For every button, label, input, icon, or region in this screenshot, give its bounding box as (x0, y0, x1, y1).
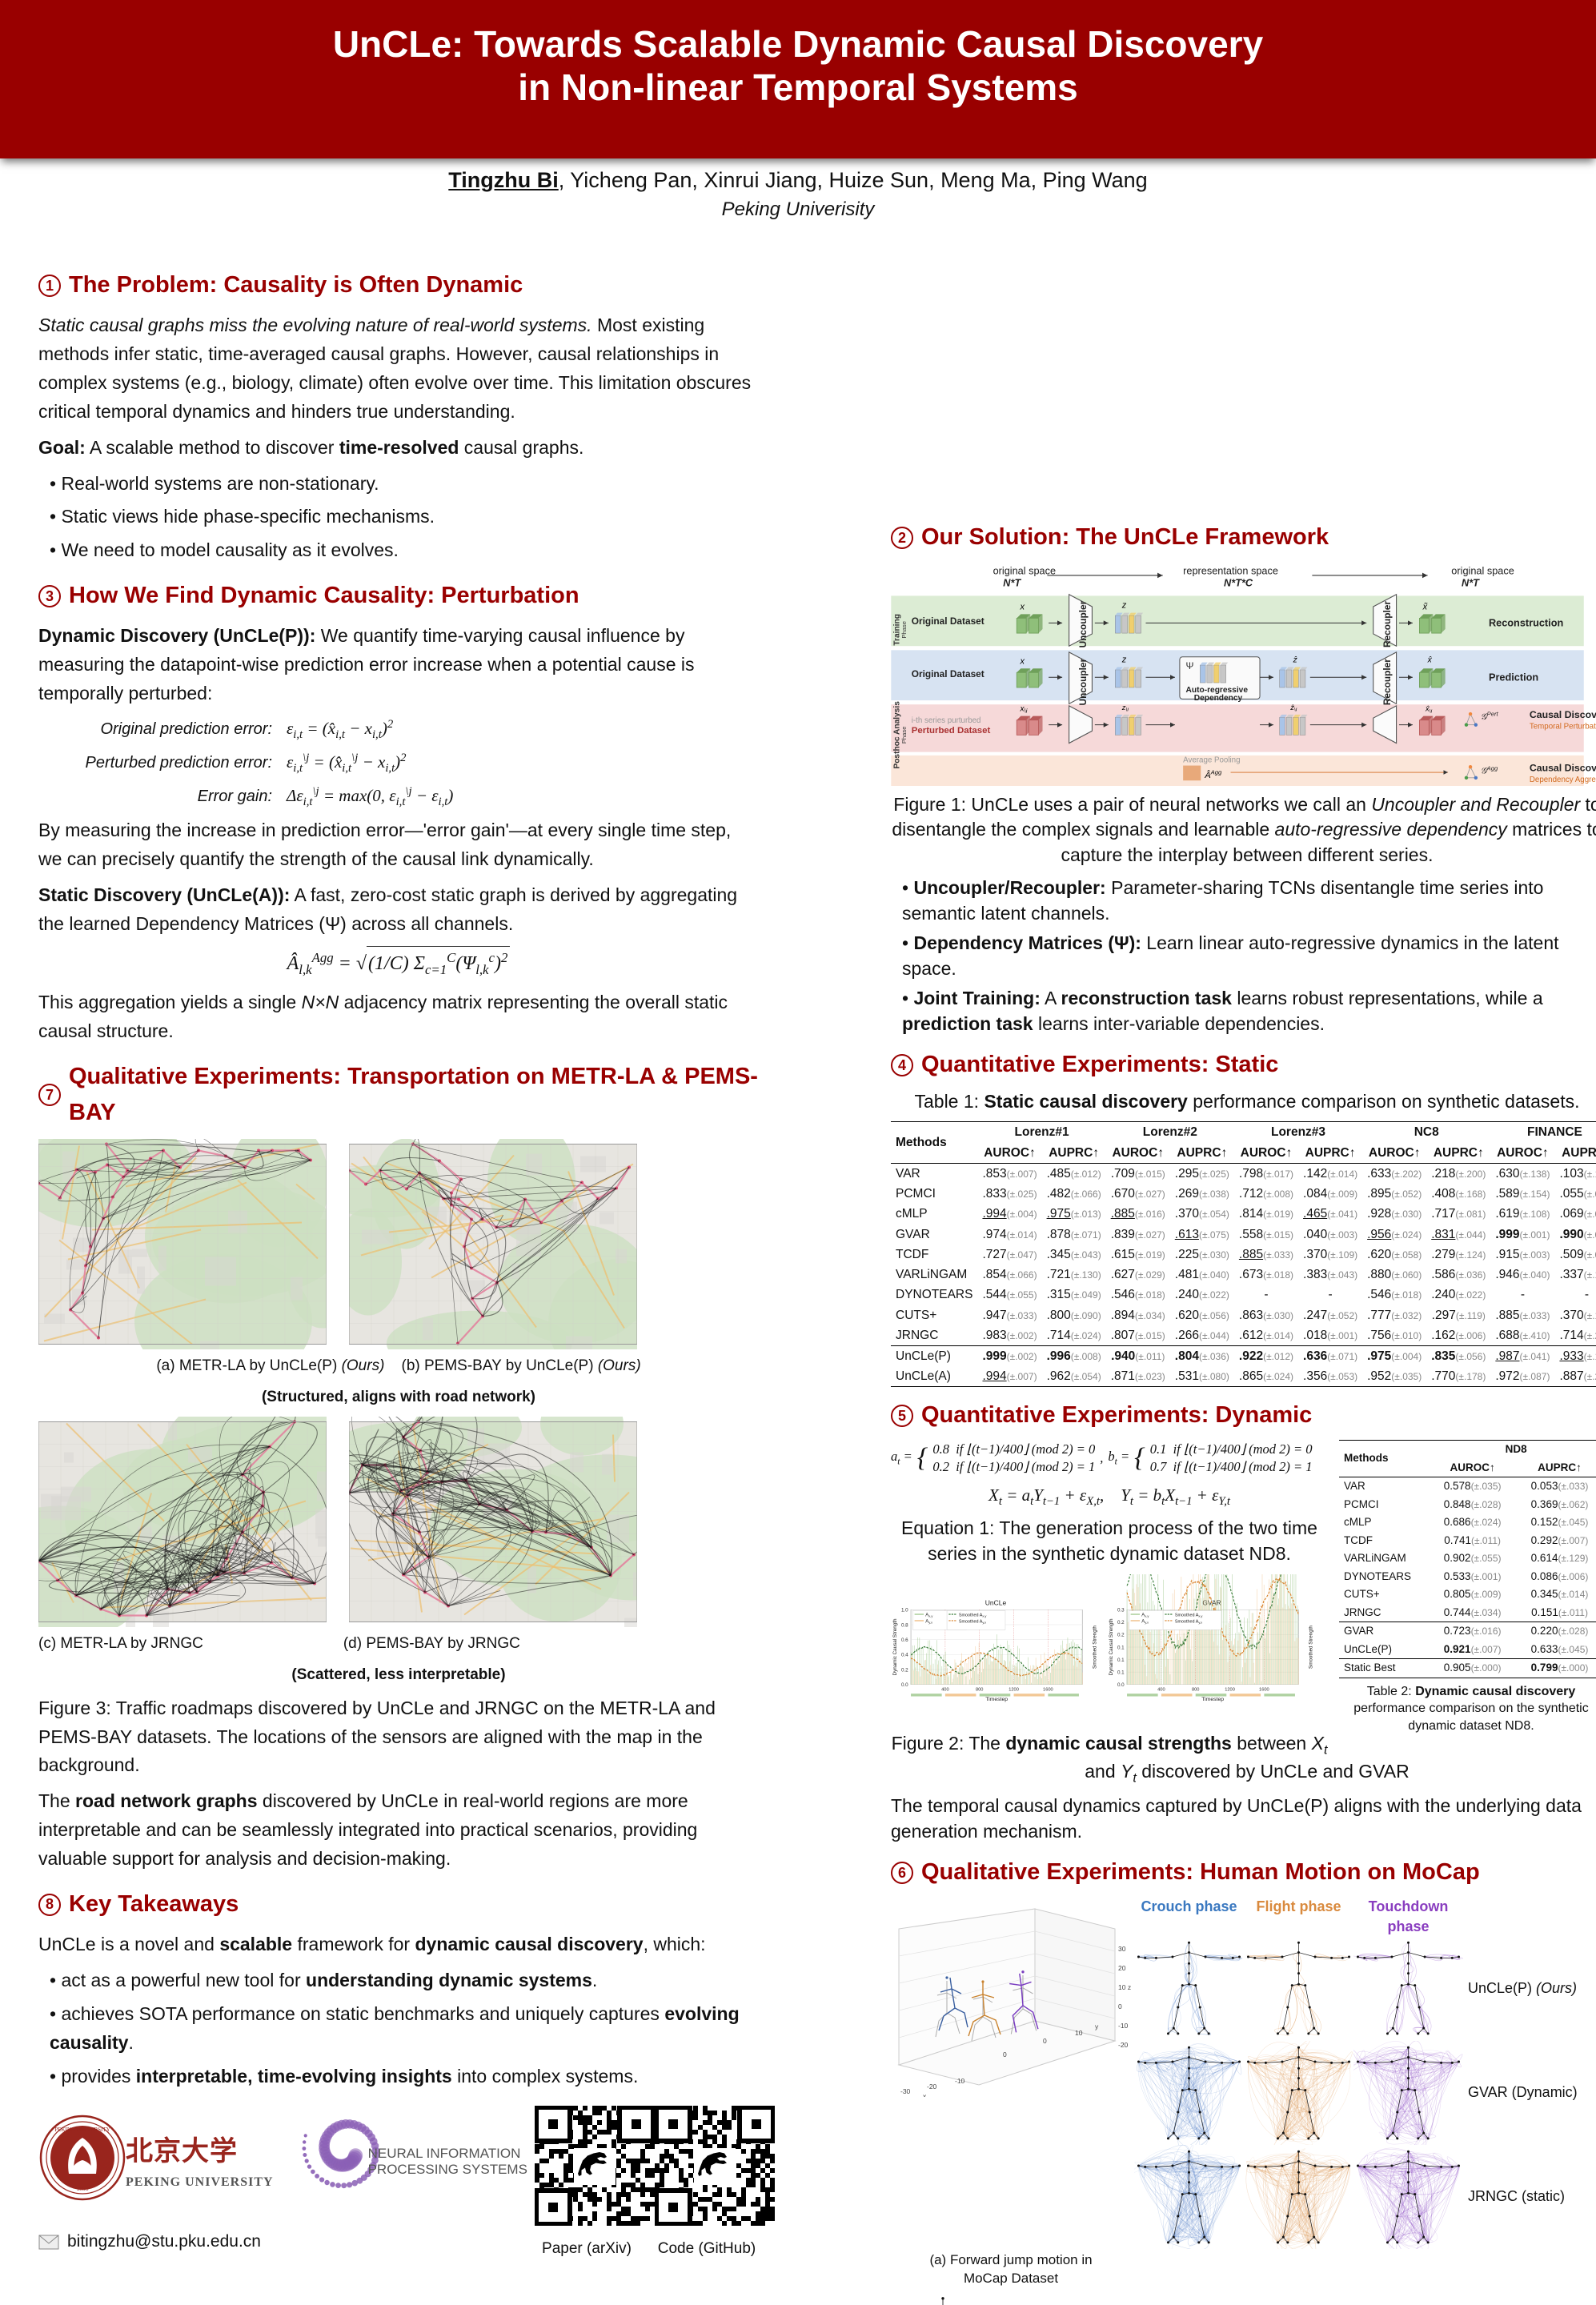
svg-text:20: 20 (1118, 1964, 1126, 1972)
svg-text:x̃: x̃ (1422, 602, 1428, 611)
svg-text:1898: 1898 (77, 2185, 89, 2192)
svg-text:1.0: 1.0 (901, 1608, 908, 1614)
svg-text:original space: original space (993, 564, 1056, 576)
svg-text:-10: -10 (1118, 2022, 1129, 2030)
svg-text:Smoothed Strength: Smoothed Strength (1308, 1626, 1313, 1669)
svg-text:1600: 1600 (1259, 1688, 1269, 1693)
svg-text:N*T: N*T (1462, 576, 1480, 588)
svg-text:0.1: 0.1 (1117, 1645, 1125, 1650)
svg-text:z: z (1121, 600, 1127, 610)
svg-text:Causal Discovery: Causal Discovery (1530, 709, 1596, 720)
svg-text:z: z (1121, 655, 1127, 664)
svg-text:Dependency Aggregation: Dependency Aggregation (1530, 776, 1596, 784)
svg-text:Perturbed Dataset: Perturbed Dataset (912, 726, 991, 736)
svg-text:0.1: 0.1 (1117, 1670, 1125, 1676)
svg-text:x: x (1020, 656, 1025, 666)
svg-text:Prediction: Prediction (1489, 671, 1538, 683)
svg-text:Uncoupler: Uncoupler (1077, 600, 1089, 647)
svg-text:Timestep: Timestep (985, 1697, 1008, 1702)
svg-text:Timestep: Timestep (1201, 1697, 1224, 1702)
svg-text:-10: -10 (955, 2077, 965, 2085)
svg-text:representation space: representation space (1183, 564, 1278, 576)
svg-text:0.0: 0.0 (1117, 1682, 1125, 1688)
svg-text:Phase: Phase (900, 726, 908, 744)
svg-text:UnCLe: UnCLe (985, 1599, 1007, 1607)
svg-text:Original Dataset: Original Dataset (912, 615, 984, 627)
svg-text:400: 400 (1157, 1688, 1165, 1693)
svg-text:1200: 1200 (1009, 1688, 1019, 1693)
svg-text:Smoothed Ay,x: Smoothed Ay,x (959, 1619, 986, 1624)
svg-text:1200: 1200 (1225, 1688, 1235, 1693)
svg-text:0.3: 0.3 (1117, 1608, 1125, 1614)
svg-text:Ay,x: Ay,x (1141, 1619, 1149, 1624)
svg-text:0.0: 0.0 (901, 1682, 908, 1688)
svg-text:-30: -30 (900, 2087, 911, 2095)
svg-text:ẑ: ẑ (1293, 655, 1297, 664)
svg-text:Uncoupler: Uncoupler (1077, 658, 1089, 705)
svg-text:400: 400 (941, 1688, 949, 1693)
svg-text:Ay,x: Ay,x (925, 1619, 932, 1624)
svg-text:30: 30 (1118, 1945, 1126, 1953)
svg-text:x: x (1020, 602, 1025, 611)
svg-text:0.2: 0.2 (901, 1667, 908, 1673)
svg-text:N*T: N*T (1003, 576, 1021, 588)
svg-text:Dependency: Dependency (1194, 694, 1243, 703)
svg-text:10: 10 (1075, 2029, 1083, 2037)
svg-text:Causal Discovery: Causal Discovery (1530, 762, 1596, 773)
svg-text:800: 800 (1192, 1688, 1200, 1693)
svg-text:Smoothed Strength: Smoothed Strength (1092, 1626, 1097, 1669)
svg-text:-20: -20 (1118, 2041, 1129, 2049)
svg-text:Phase: Phase (900, 621, 908, 639)
svg-text:i-th series purturbed: i-th series purturbed (912, 716, 981, 725)
svg-text:0: 0 (1118, 2002, 1122, 2010)
svg-text:0: 0 (1003, 2050, 1007, 2058)
svg-text:Recoupler: Recoupler (1381, 659, 1393, 705)
svg-text:N*T*C: N*T*C (1224, 576, 1253, 588)
svg-text:800: 800 (976, 1688, 984, 1693)
svg-text:Average Pooling: Average Pooling (1183, 756, 1240, 764)
svg-text:x̂: x̂ (1427, 655, 1433, 664)
svg-text:Original Dataset: Original Dataset (912, 668, 984, 679)
svg-text:Ax,y: Ax,y (925, 1613, 932, 1618)
svg-text:0.8: 0.8 (901, 1622, 908, 1628)
svg-text:original space: original space (1451, 564, 1514, 576)
svg-text:Smoothed Ay,x: Smoothed Ay,x (1175, 1619, 1202, 1624)
svg-text:0.4: 0.4 (901, 1653, 908, 1658)
svg-text:Reconstruction: Reconstruction (1489, 616, 1563, 628)
svg-text:Smoothed Ax,y: Smoothed Ax,y (959, 1613, 987, 1618)
svg-text:0.6: 0.6 (901, 1638, 908, 1643)
svg-text:1600: 1600 (1043, 1688, 1053, 1693)
svg-text:0.1: 0.1 (1117, 1658, 1125, 1663)
svg-text:Temporal Perturbation: Temporal Perturbation (1530, 722, 1596, 731)
svg-text:0.2: 0.2 (1117, 1633, 1125, 1638)
svg-text:-20: -20 (927, 2083, 937, 2091)
svg-text:Dynamic Causal Strength: Dynamic Causal Strength (892, 1618, 898, 1675)
svg-text:Smoothed Ax,y: Smoothed Ax,y (1175, 1613, 1203, 1618)
svg-text:Ax,y: Ax,y (1141, 1613, 1149, 1618)
svg-text:Recoupler: Recoupler (1381, 600, 1393, 647)
svg-text:PEKING UNIVERSITY: PEKING UNIVERSITY (54, 2127, 110, 2133)
svg-text:Dynamic Causal Strength: Dynamic Causal Strength (1109, 1618, 1114, 1675)
svg-text:10 z: 10 z (1118, 1983, 1131, 1991)
svg-text:Ψ: Ψ (1186, 660, 1194, 671)
svg-text:0.2: 0.2 (1117, 1620, 1125, 1626)
svg-text:0: 0 (1043, 2037, 1047, 2045)
